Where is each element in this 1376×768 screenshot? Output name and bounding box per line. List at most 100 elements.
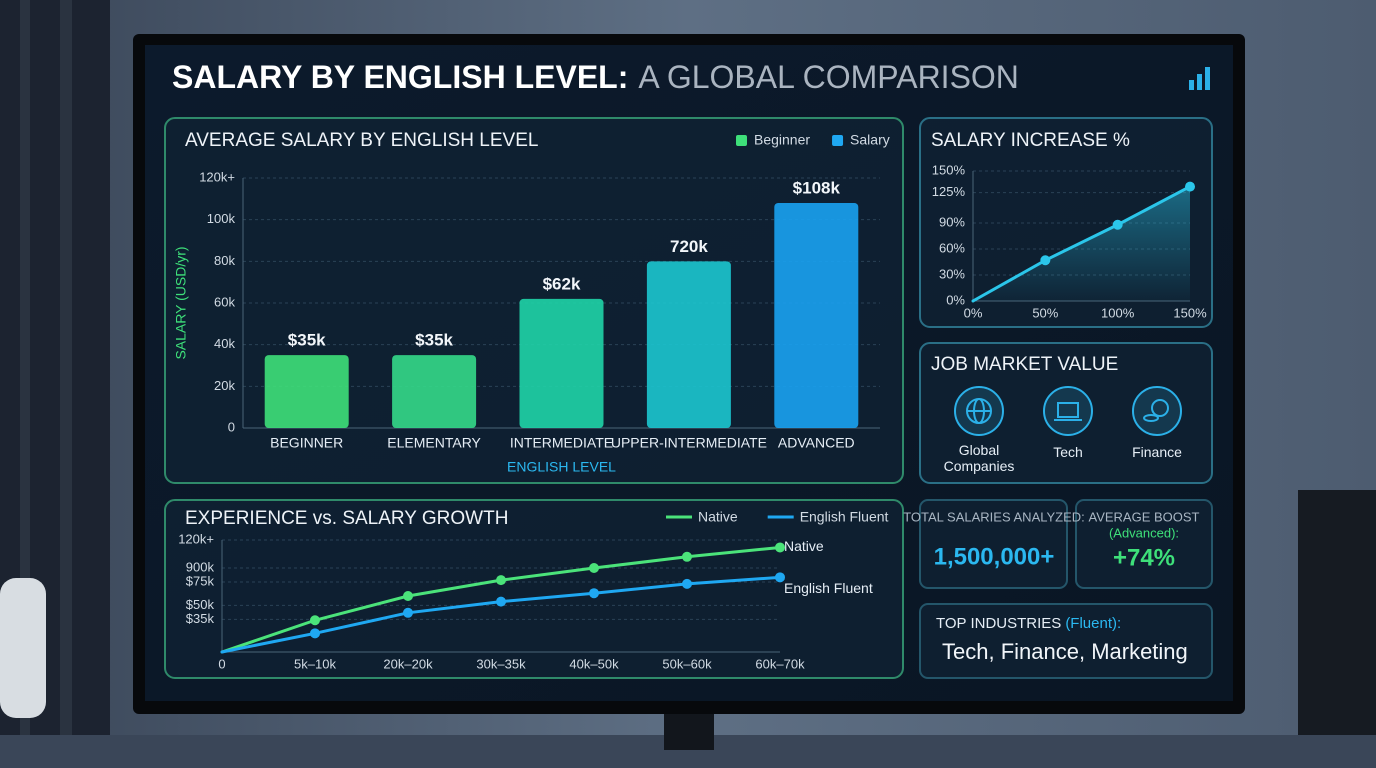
bar <box>519 298 604 428</box>
data-label: $108k <box>793 178 841 197</box>
job-icons <box>954 386 1182 436</box>
data-label: 720k <box>670 237 708 256</box>
title-sub: A GLOBAL COMPARISON <box>638 59 1019 95</box>
header-icon <box>1189 67 1210 90</box>
job-item: Finance <box>1132 444 1182 460</box>
page-title: SALARY BY ENGLISH LEVEL: A GLOBAL COMPARI… <box>172 59 1019 95</box>
x-tick-label: 50% <box>1032 305 1058 320</box>
bar <box>774 203 859 428</box>
chart-title: SALARY INCREASE % <box>931 130 1130 151</box>
title-main: SALARY BY ENGLISH LEVEL: <box>172 59 628 95</box>
y-tick-label: 20k <box>214 378 235 393</box>
panel-title: JOB MARKET VALUE <box>931 354 1118 375</box>
point <box>682 578 692 589</box>
industries-note: (Fluent): <box>1065 615 1121 632</box>
legend-label: Beginner <box>754 132 810 148</box>
x-tick-label: 40k–50k <box>569 656 619 671</box>
series-end-label: English Fluent <box>784 580 873 596</box>
point <box>682 551 692 562</box>
series-end-label: Native <box>784 538 824 554</box>
lamp <box>0 578 46 718</box>
y-tick-label: 120k+ <box>199 169 235 184</box>
point <box>775 542 785 553</box>
point <box>589 563 599 573</box>
y-tick-label: 900k <box>186 559 215 574</box>
y-tick-label: 60% <box>939 240 965 255</box>
y-axis-label: SALARY (USD/yr) <box>173 246 189 359</box>
panel <box>919 499 1068 589</box>
stat-label: TOTAL SALARIES ANALYZED: <box>903 509 1085 524</box>
x-tick-label: BEGINNER <box>270 435 343 451</box>
x-tick-label: 100% <box>1101 305 1135 320</box>
y-tick-label: 100k <box>207 211 236 226</box>
industries-value: Tech, Finance, Marketing <box>942 639 1188 664</box>
x-tick-label: 30k–35k <box>476 656 526 671</box>
x-tick-label: 20k–20k <box>383 656 433 671</box>
stat-note: (Advanced): <box>1109 525 1179 540</box>
industries-label-text: TOP INDUSTRIES <box>936 615 1061 632</box>
industries-label: TOP INDUSTRIES (Fluent): <box>936 615 1121 632</box>
y-tick-label: 150% <box>932 162 966 177</box>
data-label: $35k <box>288 331 326 350</box>
job-item: Global Companies <box>943 442 1015 474</box>
x-tick-label: 60k–70k <box>755 656 805 671</box>
point <box>496 596 506 607</box>
legend-swatch <box>832 135 844 146</box>
y-tick-label: $75k <box>186 573 215 588</box>
x-tick-label: 0% <box>964 305 983 320</box>
y-tick-label: 125% <box>932 184 966 199</box>
legend-label: Salary <box>850 132 890 148</box>
x-tick-label: 5k–10k <box>294 656 336 671</box>
x-tick-label: ADVANCED <box>778 435 855 451</box>
point <box>310 628 320 639</box>
stat-value: +74% <box>1113 544 1175 571</box>
y-tick-label: $35k <box>186 611 215 626</box>
line <box>972 185 1191 303</box>
chart-title: AVERAGE SALARY BY ENGLISH LEVEL <box>185 130 538 151</box>
y-tick-label: 60k <box>214 294 235 309</box>
y-tick-label: 90% <box>939 214 965 229</box>
stat-label: AVERAGE BOOST <box>1088 509 1199 524</box>
speaker <box>1298 490 1376 768</box>
bar <box>646 261 731 428</box>
bar <box>264 355 349 428</box>
point <box>1040 255 1051 266</box>
legend-label: English Fluent <box>800 509 889 525</box>
x-tick-label: 0 <box>218 656 225 671</box>
stat-value: 1,500,000+ <box>934 543 1055 570</box>
point <box>589 588 599 599</box>
x-tick-label: ELEMENTARY <box>387 435 481 451</box>
job-item: Tech <box>1053 444 1083 460</box>
point <box>775 572 785 583</box>
curtain-fold <box>60 0 72 768</box>
point <box>403 607 413 618</box>
y-tick-label: 0% <box>946 292 965 307</box>
point <box>403 591 413 601</box>
bar <box>392 355 477 428</box>
x-tick-label: 50k–60k <box>662 656 712 671</box>
curtain-fold <box>20 0 30 768</box>
legend-label: Native <box>698 509 738 525</box>
point <box>1185 181 1195 192</box>
point <box>1112 219 1123 230</box>
data-label: $62k <box>543 274 581 293</box>
y-tick-label: 40k <box>214 336 235 351</box>
x-tick-label: 150% <box>1173 305 1207 320</box>
panel <box>919 603 1213 679</box>
x-tick-label: UPPER-INTERMEDIATE <box>611 435 767 451</box>
y-tick-label: 120k+ <box>178 531 214 546</box>
y-tick-label: $50k <box>186 597 215 612</box>
point <box>310 615 320 626</box>
legend-swatch <box>736 135 747 146</box>
x-tick-label: INTERMEDIATE <box>510 435 613 451</box>
data-label: $35k <box>415 331 453 350</box>
point <box>971 299 975 303</box>
y-tick-label: 0 <box>228 419 235 434</box>
panel <box>1075 499 1213 589</box>
x-axis-label: ENGLISH LEVEL <box>507 459 616 475</box>
y-tick-label: 30% <box>939 266 965 281</box>
chart-title: EXPERIENCE vs. SALARY GROWTH <box>185 508 508 529</box>
point <box>496 575 506 586</box>
